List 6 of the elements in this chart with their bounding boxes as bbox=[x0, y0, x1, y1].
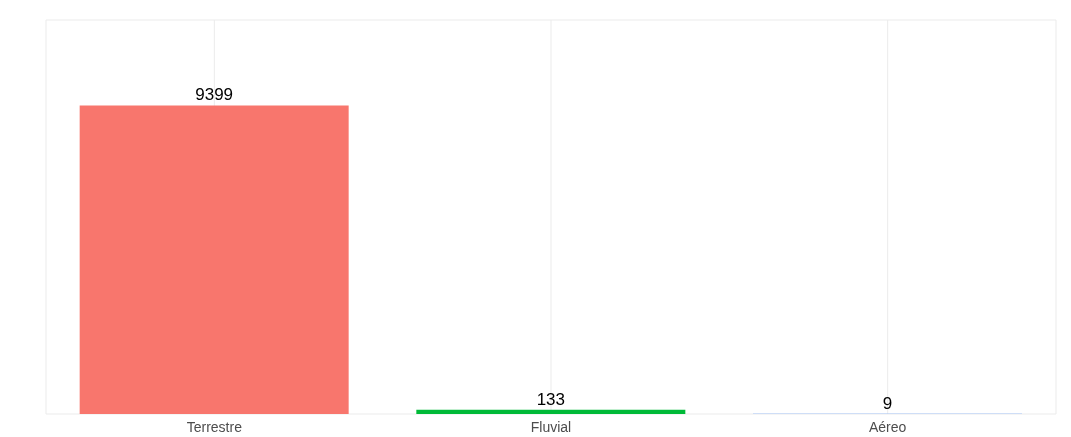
x-tick-label: Terrestre bbox=[186, 418, 243, 435]
data-label: 133 bbox=[536, 389, 566, 409]
data-label: 9399 bbox=[195, 85, 234, 105]
x-tick-label: Aéreo bbox=[868, 418, 907, 435]
x-tick-label: Fluvial bbox=[530, 418, 572, 435]
data-label: 9 bbox=[882, 393, 893, 413]
